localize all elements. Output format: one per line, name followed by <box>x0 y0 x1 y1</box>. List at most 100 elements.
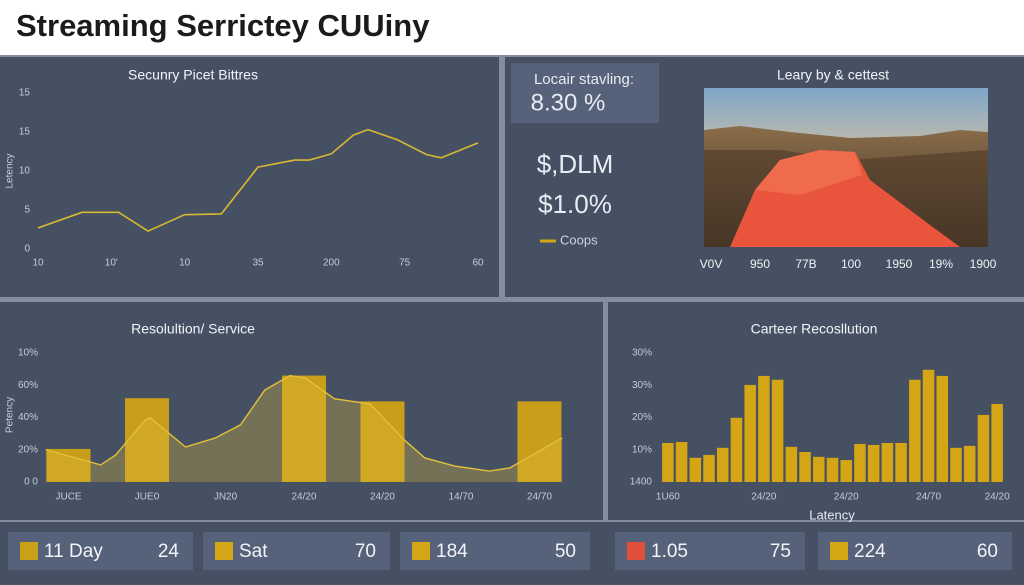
tile-value: 70 <box>355 541 376 562</box>
line <box>37 128 479 232</box>
bar <box>771 379 784 482</box>
x-tick-label: 24/20 <box>291 492 316 503</box>
y-axis-label: Petency <box>5 397 16 433</box>
x-tick-label: 75 <box>399 258 411 269</box>
chart-title: Carteer Recosllution <box>751 321 878 337</box>
image-axis-label: 950 <box>750 257 770 271</box>
tile-swatch <box>830 542 848 560</box>
y-tick-label: 40% <box>18 412 38 423</box>
y-tick-label: 30% <box>632 380 652 391</box>
image-axis-label: 1950 <box>886 257 913 271</box>
y-tick-label: 0 0 <box>24 477 38 488</box>
tile[interactable] <box>8 532 193 570</box>
bar <box>854 443 866 482</box>
image-axis-label: 77B <box>795 257 816 271</box>
bar <box>703 454 715 482</box>
tile[interactable] <box>615 532 805 570</box>
y-tick-label: 10 <box>19 166 31 177</box>
line <box>45 374 563 472</box>
tile[interactable] <box>818 532 1012 570</box>
x-tick-label: 10' <box>105 258 118 269</box>
bar <box>840 460 852 482</box>
x-axis-label: Latency <box>809 507 855 522</box>
photo <box>704 88 988 247</box>
x-tick-label: 24/20 <box>985 492 1010 503</box>
bar <box>799 452 811 482</box>
bar <box>46 448 91 482</box>
y-tick-label: 10% <box>632 444 652 455</box>
y-tick-label: 15 <box>19 88 31 99</box>
bar <box>813 456 825 482</box>
bar <box>758 375 770 482</box>
x-tick-label: 60 <box>472 258 484 269</box>
bar <box>689 457 702 482</box>
y-tick-label: 10% <box>18 348 38 359</box>
legend-label: Coops <box>560 232 598 247</box>
x-tick-label: 10 <box>179 258 191 269</box>
kpi-value: 8.30 % <box>531 89 606 116</box>
bar <box>125 398 170 482</box>
x-tick-label: 14/70 <box>448 492 473 503</box>
bar <box>977 414 990 482</box>
y-tick-label: 15 <box>19 127 31 138</box>
chart-title: Secunry Picet Bittres <box>128 67 258 83</box>
tile-value: 60 <box>977 541 998 562</box>
y-tick-label: 30% <box>632 348 652 359</box>
x-tick-label: JUCE <box>55 492 81 503</box>
bar <box>963 445 976 482</box>
tile-swatch <box>627 542 645 560</box>
tile-label: 11 Day <box>44 541 103 562</box>
bar <box>744 384 756 482</box>
header <box>0 0 1024 55</box>
tile-label: 1.05 <box>651 541 688 562</box>
bar <box>936 375 949 482</box>
image-axis-label: 100 <box>841 257 861 271</box>
y-tick-label: 5 <box>24 205 30 216</box>
kpi-label: Locair stavling: <box>534 71 634 88</box>
bar <box>282 375 326 482</box>
bar <box>517 401 562 482</box>
kpi-value: $,DLM <box>537 149 614 179</box>
image-axis-label: 19% <box>929 257 953 271</box>
x-tick-label: 24/70 <box>916 492 941 503</box>
tile-value: 24 <box>158 541 180 562</box>
x-tick-label: 200 <box>323 258 340 269</box>
panel <box>608 302 1024 520</box>
bar <box>950 447 962 482</box>
bar <box>360 401 405 482</box>
x-tick-label: 24/70 <box>527 492 552 503</box>
y-tick-label: 1400 <box>630 477 653 488</box>
bar <box>881 442 894 482</box>
bar <box>675 442 688 482</box>
tile[interactable] <box>203 532 390 570</box>
x-tick-label: 24/20 <box>751 492 776 503</box>
bar <box>826 457 839 482</box>
image-axis-label: V0V <box>700 257 723 271</box>
tile-swatch <box>412 542 430 560</box>
bar <box>909 379 921 482</box>
x-tick-label: 10 <box>32 258 44 269</box>
y-tick-label: 0 <box>24 244 30 255</box>
x-tick-label: JN20 <box>214 492 238 503</box>
area <box>45 375 563 482</box>
y-tick-label: 60% <box>18 380 38 391</box>
kpi-value: $1.0% <box>538 189 612 219</box>
kpi-box <box>511 63 659 123</box>
bar <box>716 447 729 482</box>
tile-label: Sat <box>239 541 268 562</box>
bar <box>785 446 798 482</box>
bar <box>895 442 907 482</box>
bar <box>662 442 674 482</box>
tile-swatch <box>20 542 38 560</box>
x-tick-label: 35 <box>252 258 264 269</box>
x-tick-label: 24/20 <box>370 492 395 503</box>
tile-value: 50 <box>555 541 576 562</box>
y-tick-label: 20% <box>632 412 652 423</box>
bar <box>922 369 935 482</box>
header-title: Streaming Serrictey CUUiny <box>16 8 430 43</box>
tile-value: 75 <box>770 541 791 562</box>
x-tick-label: 24/20 <box>834 492 859 503</box>
tile[interactable] <box>400 532 590 570</box>
